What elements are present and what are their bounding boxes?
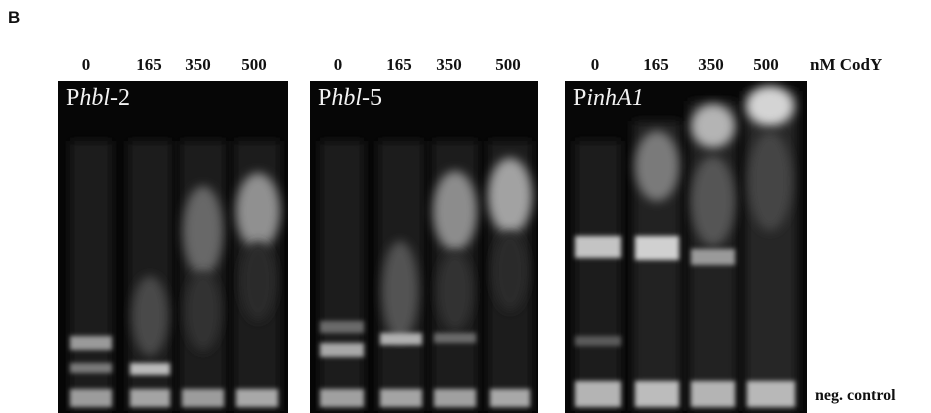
gel-image-phbl-5: Phbl-5 xyxy=(310,81,538,413)
lane-label: 0 xyxy=(81,55,91,74)
gel-title: Phbl-2 xyxy=(66,85,131,111)
lane-label: 0 xyxy=(333,55,343,74)
lane-label: 500 xyxy=(753,55,779,74)
lane-label: 500 xyxy=(241,55,267,74)
panel-letter: B xyxy=(8,8,21,27)
lane-label: 350 xyxy=(436,55,462,74)
neg-control-label: neg. control xyxy=(815,387,896,404)
concentration-unit-label: nM CodY xyxy=(810,55,883,74)
gel-title: Phbl-5 xyxy=(318,85,383,111)
lane-label: 350 xyxy=(185,55,211,74)
lane-label: 165 xyxy=(643,55,669,74)
lane-label: 500 xyxy=(495,55,521,74)
lane-label: 0 xyxy=(590,55,600,74)
lane-label: 165 xyxy=(136,55,162,74)
gel-image-phbl-2: Phbl-2 xyxy=(58,81,288,413)
lane-label: 350 xyxy=(698,55,724,74)
gel-image-pinha1: PinhA1 xyxy=(565,81,807,413)
lane-label: 165 xyxy=(386,55,412,74)
gel-title: PinhA1 xyxy=(573,85,644,111)
